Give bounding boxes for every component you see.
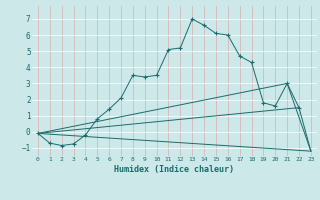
- X-axis label: Humidex (Indice chaleur): Humidex (Indice chaleur): [115, 165, 234, 174]
